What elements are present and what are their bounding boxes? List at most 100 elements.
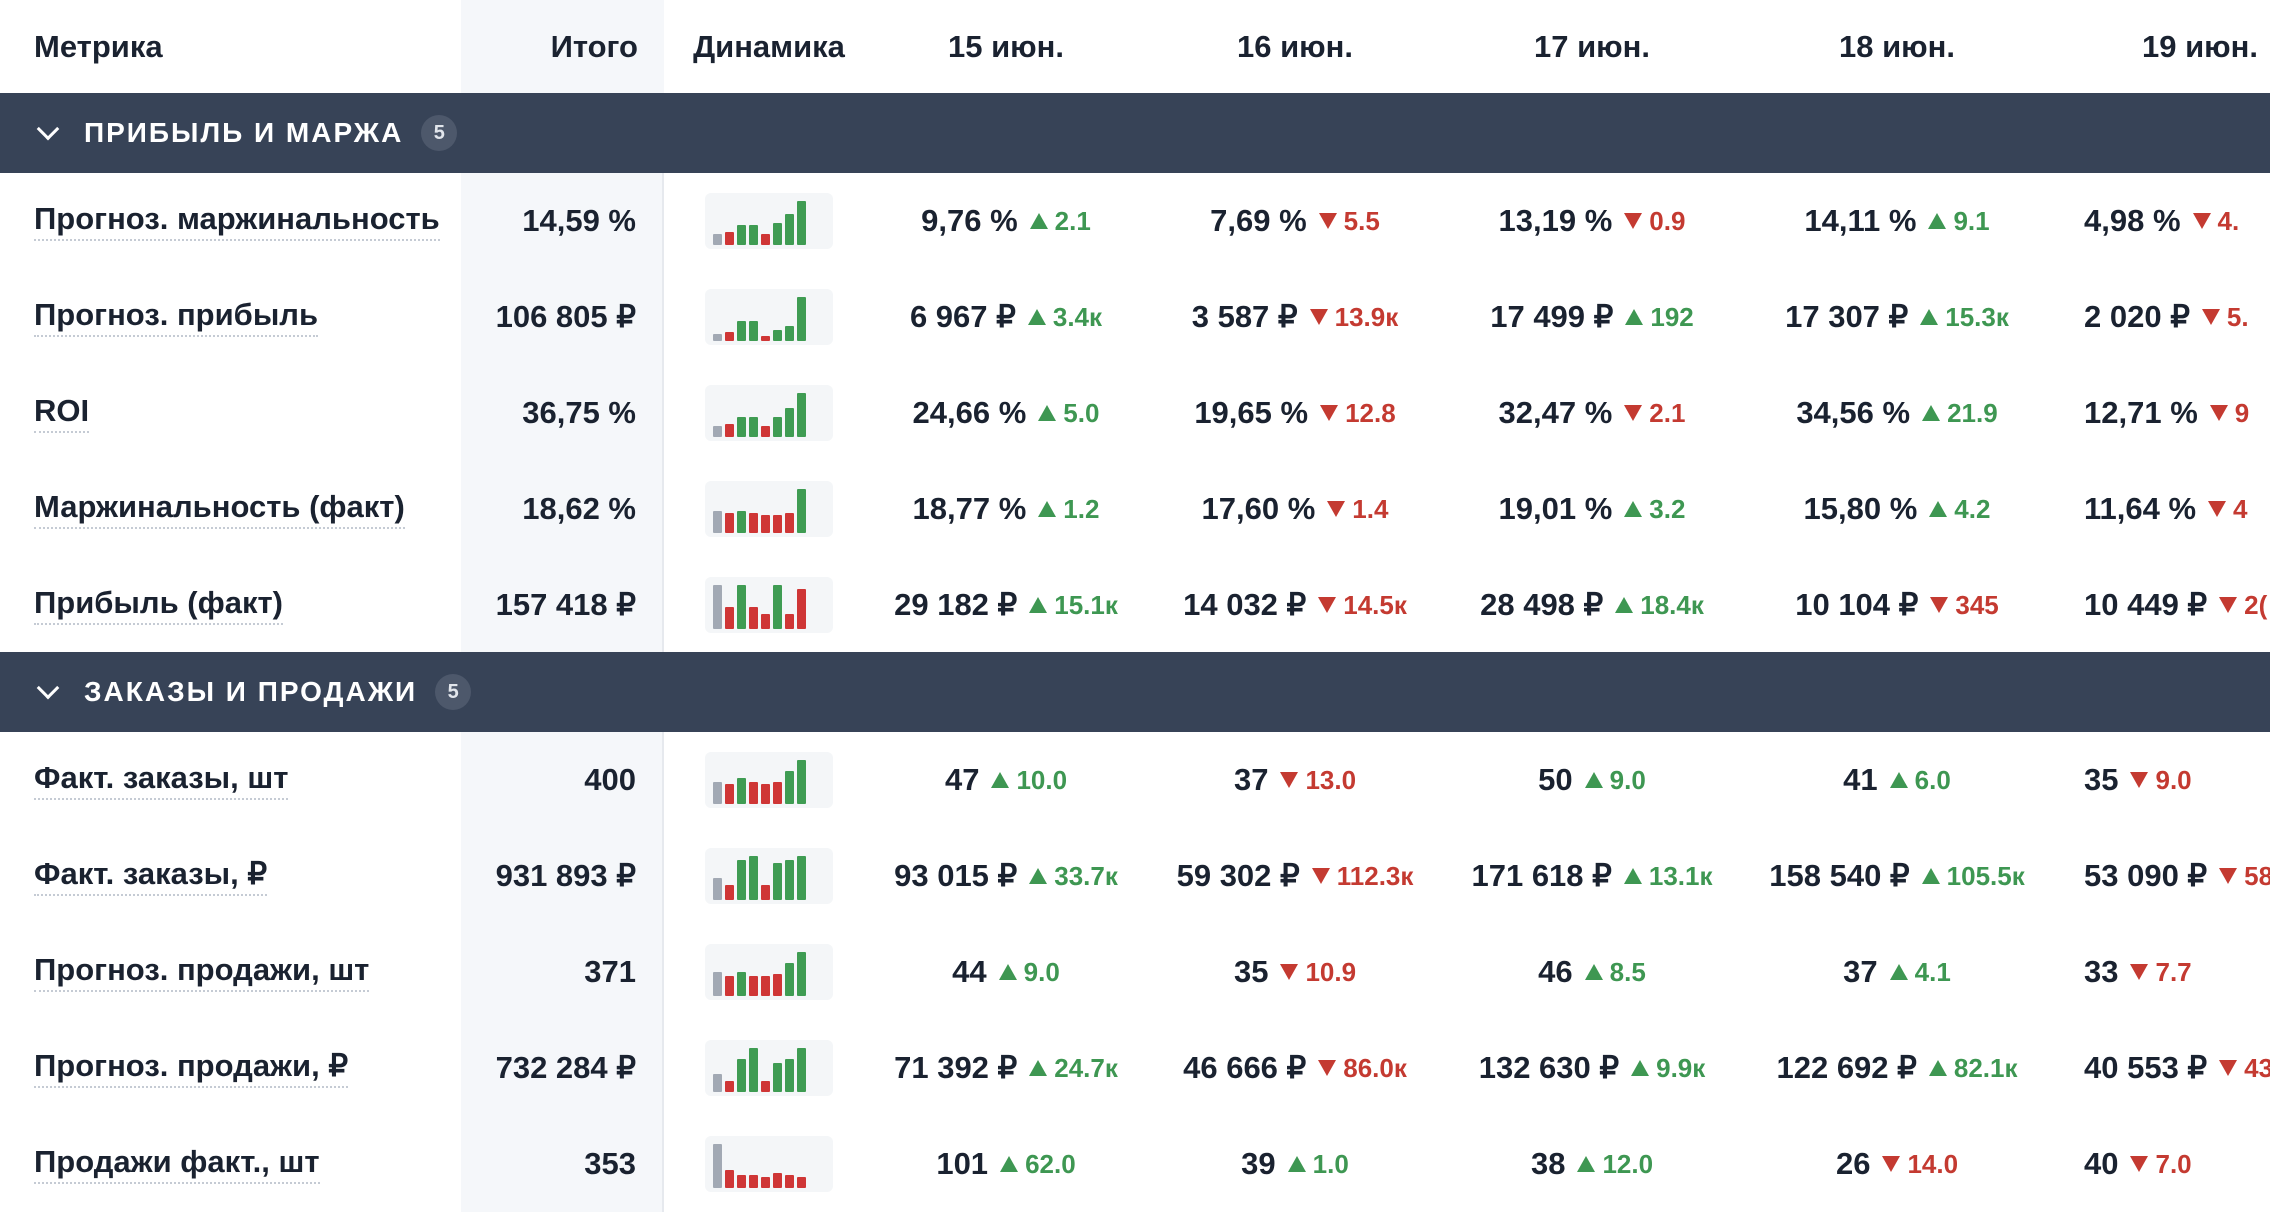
day-cell: 19,65 % 12.8 [1138,365,1452,461]
group-header[interactable]: ЗАКАЗЫ И ПРОДАЖИ 5 [0,652,2276,732]
delta-value: 1.4 [1352,493,1389,524]
sparkline-bar [713,878,722,900]
triangle-up-icon [1577,1156,1596,1172]
day-cell: 10 449 ₽ 2( [2062,557,2276,653]
header-metric[interactable]: Метрика [34,28,163,64]
triangle-down-icon [1309,309,1328,325]
sparkline[interactable] [705,1136,833,1192]
sparkline[interactable] [705,481,833,537]
sparkline[interactable] [705,944,833,1000]
sparkline[interactable] [705,1040,833,1096]
delta-badge: 2.1 [1624,398,1685,429]
triangle-down-icon [1882,1156,1901,1172]
header-total[interactable]: Итого [461,0,664,93]
sparkline[interactable] [705,385,833,441]
delta-value: 33.7к [1054,860,1118,891]
delta-badge: 192 [1625,302,1694,333]
day-value: 35 [2084,762,2119,797]
day-value: 18,77 % [912,491,1027,526]
header-day-5[interactable]: 19 июн. [2142,28,2258,64]
triangle-down-icon [2208,501,2227,517]
day-cell: 40 553 ₽ 43 [2062,1020,2276,1116]
sparkline-bar [749,976,758,996]
sparkline-bar [749,321,758,341]
metric-name[interactable]: Факт. заказы, шт [34,760,289,800]
sparkline-bar [749,856,758,900]
day-value: 40 553 ₽ [2084,1050,2208,1085]
header-day-2[interactable]: 16 июн. [1237,28,1353,64]
delta-badge: 12.0 [1577,1149,1653,1180]
day-cell: 3 587 ₽ 13.9к [1138,269,1452,365]
day-cell: 28 498 ₽ 18.4к [1452,557,1732,653]
metric-name[interactable]: Прибыль (факт) [34,585,283,625]
metric-name-cell: Маржинальность (факт) [0,461,461,557]
sparkline-bar [785,860,794,900]
day-value: 44 [952,954,987,989]
metric-name[interactable]: Прогноз. прибыль [34,297,319,337]
metric-name[interactable]: Прогноз. продажи, шт [34,952,370,992]
sparkline-bar [797,297,806,341]
delta-value: 9.0 [2155,764,2192,795]
day-value: 28 498 ₽ [1480,587,1604,622]
group-header[interactable]: ПРИБЫЛЬ И МАРЖА 5 [0,93,2276,173]
sparkline[interactable] [705,289,833,345]
delta-value: 58 [2244,860,2274,891]
triangle-down-icon [2130,772,2149,788]
sparkline-cell [664,461,874,557]
sparkline-cell [664,557,874,653]
delta-value: 9.0 [1609,764,1646,795]
day-cell: 10 104 ₽ 345 [1732,557,2062,653]
sparkline[interactable] [705,193,833,249]
sparkline-bar [797,952,806,996]
day-value: 37 [1843,954,1878,989]
metric-name[interactable]: ROI [34,393,90,433]
day-cell: 33 7.7 [2062,924,2276,1020]
delta-value: 5.5 [1343,205,1380,236]
day-value: 10 449 ₽ [2084,587,2208,622]
header-day-1[interactable]: 15 июн. [948,28,1064,64]
sparkline-cell [664,365,874,461]
delta-badge: 7.7 [2130,957,2192,988]
metric-name[interactable]: Прогноз. продажи, ₽ [34,1048,349,1088]
delta-value: 5.0 [1063,397,1100,428]
day-value: 53 090 ₽ [2084,858,2208,893]
header-day-3[interactable]: 17 июн. [1534,28,1650,64]
day-value: 40 [2084,1146,2119,1181]
sparkline[interactable] [705,577,833,633]
chevron-down-icon[interactable] [36,117,60,141]
sparkline[interactable] [705,848,833,904]
metric-name[interactable]: Прогноз. маржинальность [34,201,440,241]
sparkline-bar [785,513,794,533]
sparkline-bar [725,232,734,245]
triangle-down-icon [2219,597,2238,613]
chevron-down-icon[interactable] [36,676,60,700]
metric-name[interactable]: Продажи факт., шт [34,1144,320,1184]
day-cell: 18,77 % 1.2 [874,461,1138,557]
delta-value: 43 [2244,1052,2274,1083]
group-header-row[interactable]: ЗАКАЗЫ И ПРОДАЖИ 5 [0,652,2276,732]
delta-badge: 33.7к [1029,861,1118,892]
sparkline-bar [725,1081,734,1092]
triangle-down-icon [1280,772,1299,788]
metric-name[interactable]: Маржинальность (факт) [34,489,405,529]
metric-name[interactable]: Факт. заказы, ₽ [34,856,268,896]
day-cell: 4,98 % 4. [2062,173,2276,269]
delta-badge: 5.5 [1318,205,1380,237]
day-cell: 6 967 ₽ 3.4к [874,269,1138,365]
sparkline-bar [761,784,770,804]
header-day-4[interactable]: 18 июн. [1839,28,1955,64]
day-cell: 122 692 ₽ 82.1к [1732,1020,2062,1116]
total-value: 18,62 % [461,461,664,557]
delta-badge: 13.0 [1280,765,1356,796]
sparkline[interactable] [705,752,833,808]
day-cell: 132 630 ₽ 9.9к [1452,1020,1732,1116]
sparkline-bar [785,1175,794,1188]
table-row: Факт. заказы, ₽ 931 893 ₽ 93 015 ₽ 33.7к 59 … [0,828,2276,924]
metric-name-cell: Прогноз. маржинальность [0,173,461,269]
delta-value: 1.0 [1312,1148,1349,1179]
delta-value: 3.4к [1052,301,1103,332]
day-value: 4,98 % [2084,203,2181,238]
group-header-row[interactable]: ПРИБЫЛЬ И МАРЖА 5 [0,93,2276,173]
day-cell: 35 9.0 [2062,732,2276,828]
group-title: ПРИБЫЛЬ И МАРЖА [84,117,404,148]
